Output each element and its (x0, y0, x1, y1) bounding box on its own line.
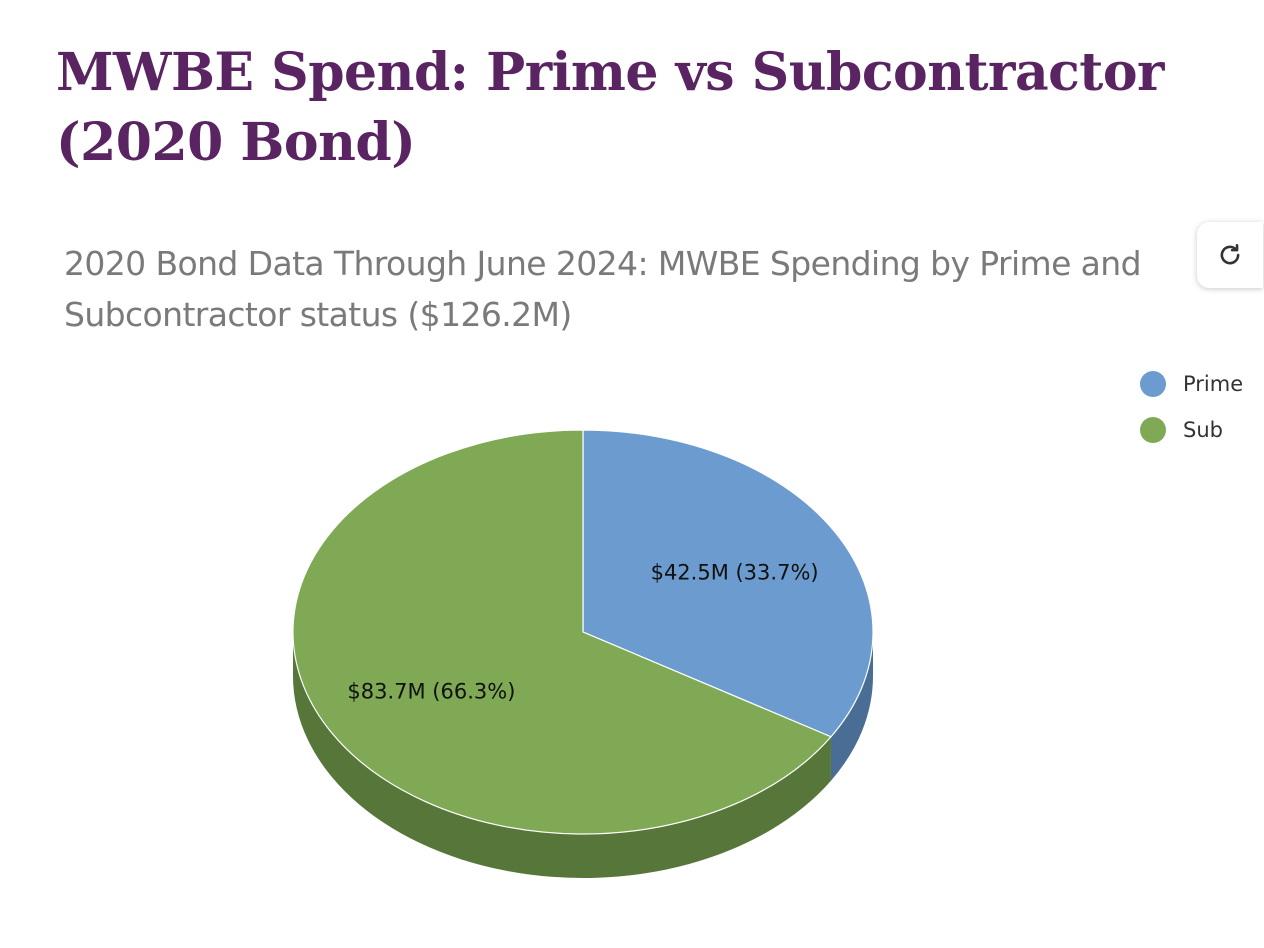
pie-chart: 2020 Bond Data Through June 2024: MWBE S… (0, 215, 1264, 948)
legend-swatch-prime (1140, 371, 1166, 397)
chart-title-line-2: Subcontractor status ($126.2M) (64, 295, 572, 334)
legend-label-sub: Sub (1183, 418, 1223, 442)
pie-slice-sub (292, 429, 832, 835)
pie-chart-svg: $42.5M (33.7%) $83.7M (66.3%) (292, 429, 874, 879)
pie-data-labels: $42.5M (33.7%) $83.7M (66.3%) (347, 561, 818, 704)
legend-item-sub: Sub (1140, 407, 1243, 453)
refresh-button[interactable] (1197, 222, 1263, 288)
data-label-sub: $83.7M (66.3%) (347, 680, 515, 704)
legend-label-prime: Prime (1183, 372, 1244, 396)
legend-swatch-sub (1140, 417, 1166, 443)
chart-legend: Prime Sub (1140, 361, 1243, 453)
page-title: MWBE Spend: Prime vs Subcontractor (2020… (56, 42, 1164, 173)
pie-top-slices (292, 429, 874, 835)
pie-side-prime (830, 632, 874, 781)
refresh-icon (1220, 243, 1240, 265)
pie-side-walls (293, 632, 874, 879)
legend-item-prime: Prime (1140, 361, 1243, 407)
pie-side-sub (293, 632, 831, 879)
data-label-prime: $42.5M (33.7%) (651, 561, 819, 585)
chart-title: 2020 Bond Data Through June 2024: MWBE S… (64, 238, 1244, 340)
chart-title-line-1: 2020 Bond Data Through June 2024: MWBE S… (64, 244, 1142, 283)
pie-slice-prime (582, 429, 874, 738)
